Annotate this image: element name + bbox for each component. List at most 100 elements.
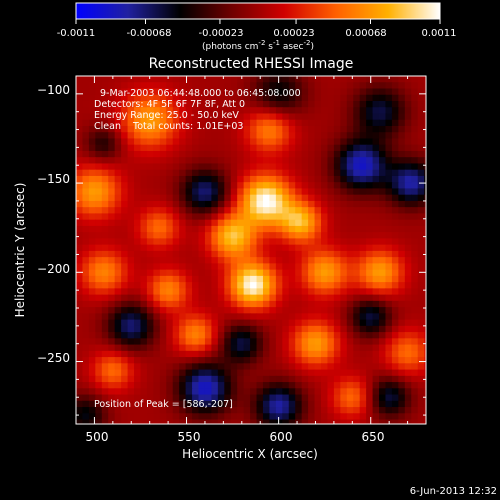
heatmap-cell [146, 263, 154, 271]
heatmap-cell [321, 263, 329, 271]
heatmap-cell [101, 207, 109, 215]
heatmap-cell [379, 138, 387, 146]
heatmap-cell [108, 150, 116, 158]
heatmap-cell [411, 400, 419, 408]
heatmap-cell [198, 400, 206, 408]
heatmap-cell [295, 238, 303, 246]
heatmap-cell [288, 294, 296, 302]
heatmap-cell [198, 307, 206, 314]
heatmap-cell [192, 225, 200, 233]
heatmap-cell [127, 407, 135, 414]
heatmap-cell [275, 107, 283, 115]
heatmap-cell [237, 232, 245, 239]
heatmap-cell [185, 244, 193, 252]
heatmap-cell [211, 200, 219, 208]
heatmap-cell [372, 350, 380, 358]
heatmap-cell [159, 407, 167, 414]
heatmap-cell [301, 76, 309, 83]
heatmap-cell [282, 144, 290, 152]
heatmap-cell [179, 388, 187, 396]
heatmap-cell [308, 413, 316, 421]
heatmap-cell [256, 200, 264, 208]
heatmap-cell [372, 313, 380, 321]
heatmap-cell [204, 113, 212, 121]
heatmap-cell [76, 288, 84, 296]
heatmap-cell [198, 207, 206, 215]
heatmap-cell [140, 275, 148, 283]
heatmap-cell [108, 294, 116, 302]
heatmap-cell [140, 282, 148, 289]
heatmap-cell [301, 219, 309, 227]
heatmap-cell [243, 100, 251, 108]
heatmap-cell [288, 332, 296, 339]
heatmap-cell [424, 400, 426, 408]
heatmap-cell [301, 363, 309, 371]
heatmap-cell [379, 175, 387, 183]
heatmap-cell [391, 150, 399, 158]
heatmap-cell [95, 132, 103, 140]
heatmap-cell [262, 200, 271, 208]
heatmap-cell [391, 275, 399, 283]
heatmap-cell [121, 413, 129, 421]
heatmap-cell [282, 200, 290, 208]
heatmap-cell [417, 419, 425, 424]
heatmap-cell [346, 350, 354, 358]
heatmap-cell [172, 413, 180, 421]
heatmap-cell [366, 250, 374, 258]
heatmap-cell [211, 238, 219, 246]
heatmap-cell [288, 307, 296, 314]
heatmap-cell [379, 294, 387, 302]
heatmap-cell [82, 150, 90, 158]
heatmap-cell [140, 150, 148, 158]
heatmap-cell [372, 307, 380, 314]
heatmap-cell [379, 232, 387, 239]
heatmap-cell [230, 244, 238, 252]
heatmap-cell [379, 344, 387, 352]
heatmap-cell [140, 288, 148, 296]
heatmap-cell [250, 219, 258, 227]
heatmap-cell [230, 200, 238, 208]
heatmap-cell [359, 132, 367, 140]
heatmap-cell [379, 225, 387, 233]
heatmap-cell [288, 182, 296, 190]
heatmap-cell [282, 375, 290, 383]
x-tick-label: 600 [270, 430, 293, 444]
heatmap-cell [262, 250, 271, 258]
heatmap-cell [204, 382, 212, 389]
heatmap-cell [340, 275, 348, 283]
heatmap-cell [198, 269, 206, 277]
heatmap-cell [372, 413, 380, 421]
heatmap-cell [217, 207, 225, 215]
heatmap-cell [114, 288, 122, 296]
heatmap-cell [385, 132, 393, 140]
heatmap-cell [88, 363, 96, 371]
heatmap-cell [308, 388, 316, 396]
heatmap-cell [256, 300, 264, 308]
heatmap-cell [372, 394, 380, 402]
heatmap-cell [166, 125, 174, 133]
heatmap-cell [159, 188, 167, 196]
heatmap-cell [372, 357, 380, 364]
heatmap-cell [308, 150, 316, 158]
heatmap-cell [192, 188, 200, 196]
heatmap-cell [237, 157, 245, 165]
heatmap-cell [424, 357, 426, 364]
heatmap-cell [256, 94, 264, 102]
heatmap-cell [288, 325, 296, 333]
heatmap-cell [134, 282, 142, 289]
heatmap-cell [353, 150, 361, 158]
heatmap-cell [192, 382, 200, 389]
heatmap-cell [114, 169, 122, 177]
heatmap-cell [146, 132, 154, 140]
heatmap-cell [224, 344, 232, 352]
heatmap-cell [172, 300, 180, 308]
heatmap-cell [301, 113, 309, 121]
heatmap-cell [269, 294, 277, 302]
heatmap-cell [333, 394, 341, 402]
heatmap-cell [114, 207, 122, 215]
heatmap-cell [321, 244, 329, 252]
heatmap-cell [134, 144, 142, 152]
heatmap-cell [308, 82, 316, 90]
heatmap-cell [134, 100, 142, 108]
heatmap-cell [140, 119, 148, 127]
